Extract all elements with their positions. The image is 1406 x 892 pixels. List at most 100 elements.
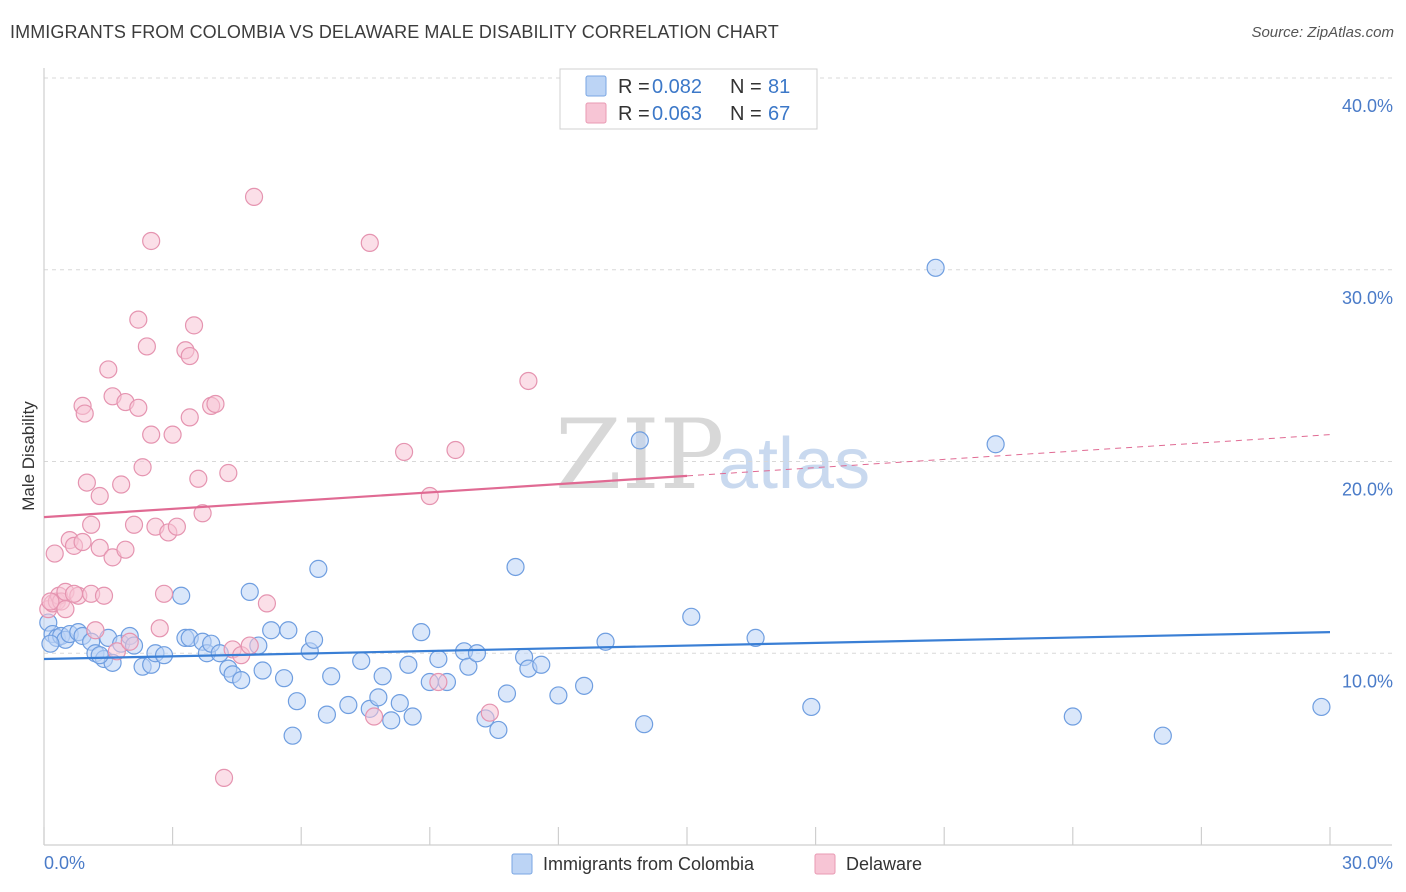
point-pink-13	[75, 404, 94, 423]
point-pink-20	[94, 586, 114, 605]
point-blue-40	[309, 559, 328, 578]
point-pink-25	[112, 475, 131, 494]
point-blue-76	[1063, 707, 1082, 726]
point-blue-42	[322, 667, 341, 686]
point-pink-42	[180, 346, 199, 366]
point-blue-41	[317, 705, 337, 724]
point-pink-63	[519, 371, 538, 391]
point-pink-55	[257, 594, 277, 613]
legend-swatch-blue	[585, 75, 607, 97]
point-pink-18	[90, 486, 109, 506]
y-axis-label: Male Disability	[19, 401, 38, 511]
legend-n-label-2: N =	[730, 103, 762, 125]
series-label-colombia: Immigrants from Colombia	[543, 854, 755, 874]
point-pink-7	[56, 600, 75, 619]
legend-r-value-2: 0.063	[652, 103, 702, 125]
point-blue-39	[304, 630, 324, 649]
point-pink-58	[394, 442, 414, 462]
point-pink-61	[446, 440, 465, 460]
y-tick-label-1: 20.0%	[1342, 480, 1393, 500]
point-pink-26	[116, 540, 135, 559]
legend-r-label-1: R =	[618, 76, 650, 98]
point-pink-21	[99, 360, 118, 379]
point-pink-46	[193, 504, 212, 523]
x-tick-label-0: 0.0%	[44, 853, 85, 873]
trend-lines	[43, 434, 1331, 661]
data-points	[39, 187, 1331, 787]
legend-r-label-2: R =	[618, 103, 650, 125]
point-blue-77	[1153, 726, 1172, 745]
chart-title: IMMIGRANTS FROM COLOMBIA VS DELAWARE MAL…	[10, 22, 779, 42]
y-tick-label-3: 40.0%	[1342, 96, 1393, 116]
watermark-atlas: atlas	[718, 424, 870, 504]
source-label: Source: ZipAtlas.com	[1251, 24, 1394, 41]
grid-lines	[44, 77, 1392, 654]
point-pink-39	[163, 425, 182, 444]
point-blue-20	[172, 586, 191, 605]
series-swatch-colombia	[511, 853, 533, 875]
point-blue-58	[467, 644, 487, 663]
point-blue-33	[262, 621, 281, 640]
point-pink-17	[86, 621, 105, 640]
point-blue-79	[41, 634, 60, 653]
point-blue-60	[489, 720, 508, 740]
point-blue-52	[412, 623, 431, 642]
point-blue-72	[746, 628, 765, 648]
point-pink-44	[184, 316, 204, 335]
legend-box: R = 0.082 N = 81 R = 0.063 N = 67	[559, 68, 818, 130]
point-blue-30	[240, 582, 259, 601]
point-blue-19	[154, 646, 174, 665]
point-blue-78	[1312, 697, 1331, 717]
point-pink-29	[129, 310, 148, 329]
point-blue-69	[630, 431, 649, 450]
point-blue-36	[283, 726, 302, 745]
point-blue-44	[352, 651, 371, 671]
point-blue-29	[232, 670, 251, 690]
series-swatch-delaware	[814, 853, 836, 875]
legend-swatch-pink	[585, 102, 607, 124]
point-pink-53	[240, 636, 259, 655]
point-blue-37	[287, 692, 307, 711]
point-pink-2	[45, 544, 64, 563]
point-blue-74	[926, 258, 945, 277]
point-blue-54	[429, 649, 448, 669]
point-pink-57	[364, 707, 384, 726]
point-pink-11	[73, 532, 92, 552]
point-pink-30	[129, 398, 148, 417]
point-pink-56	[360, 233, 379, 253]
legend-r-value-1: 0.082	[652, 76, 702, 98]
point-pink-24	[107, 642, 126, 661]
point-pink-34	[142, 425, 161, 444]
point-pink-49	[214, 768, 234, 787]
point-blue-75	[986, 435, 1005, 454]
point-pink-36	[150, 619, 169, 638]
series-legend: Immigrants from Colombia Delaware	[511, 853, 922, 875]
point-pink-15	[82, 515, 101, 534]
legend-n-label-1: N =	[730, 76, 762, 98]
point-pink-28	[124, 515, 144, 534]
trend-line-pink	[43, 474, 688, 519]
point-blue-49	[390, 694, 409, 713]
watermark-zip: ZIP	[555, 399, 724, 511]
point-pink-33	[142, 231, 161, 251]
point-pink-31	[133, 458, 152, 477]
point-blue-46	[369, 688, 388, 707]
point-blue-47	[373, 667, 392, 686]
point-blue-65	[532, 655, 551, 674]
point-blue-67	[575, 676, 594, 695]
point-blue-62	[506, 557, 525, 577]
point-blue-70	[635, 715, 654, 734]
point-blue-71	[682, 607, 701, 626]
point-pink-50	[219, 463, 238, 483]
y-tick-label-0: 10.0%	[1342, 671, 1393, 691]
point-blue-51	[403, 707, 422, 726]
point-blue-68	[596, 632, 615, 651]
point-pink-40	[167, 517, 186, 536]
point-blue-80	[90, 646, 109, 665]
point-pink-37	[154, 584, 174, 603]
series-label-delaware: Delaware	[846, 854, 922, 874]
point-blue-66	[549, 686, 568, 705]
point-pink-65	[64, 584, 84, 603]
legend-n-value-2: 67	[768, 103, 790, 125]
